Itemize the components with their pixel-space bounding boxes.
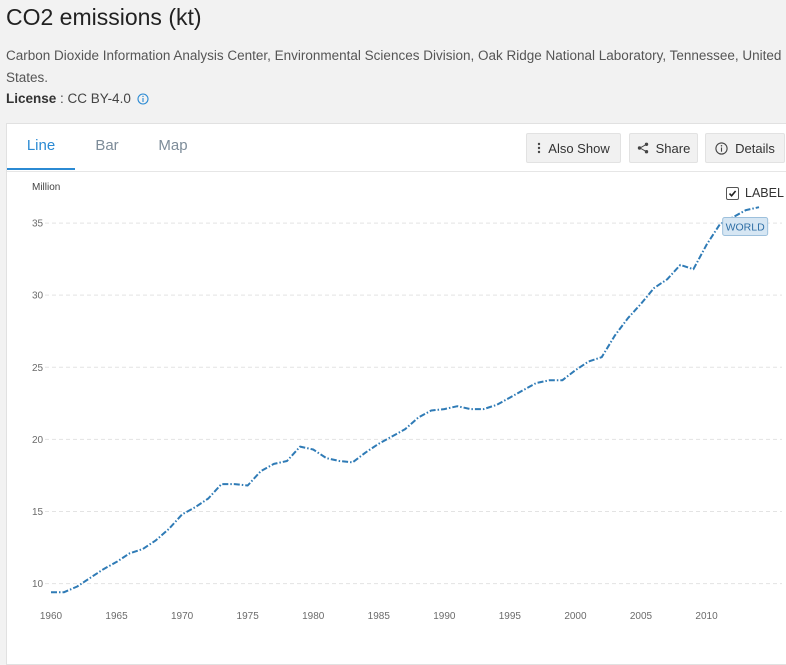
y-tick-label: 10 [32, 579, 44, 590]
license-label: License [6, 91, 57, 106]
x-tick-label: 1965 [105, 611, 128, 622]
license-separator: : [56, 91, 68, 106]
label-checkbox[interactable] [726, 186, 739, 200]
tab-line[interactable]: Line [7, 124, 75, 170]
info-circle-icon [715, 141, 728, 155]
info-icon[interactable] [137, 92, 149, 105]
series-line-world [51, 206, 760, 594]
y-tick-label: 35 [32, 219, 44, 230]
x-tick-label: 1960 [40, 611, 63, 622]
page-title: CO2 emissions (kt) [6, 4, 202, 30]
series-label: WORLD [726, 222, 766, 234]
license-value: CC BY-4.0 [67, 91, 131, 106]
chart-tabs: Line Bar Map Also Show Share Details [7, 124, 786, 172]
x-tick-label: 2000 [564, 611, 587, 622]
x-tick-label: 1975 [237, 611, 260, 622]
more-vertical-icon [538, 142, 541, 154]
x-tick-label: 1980 [302, 611, 325, 622]
label-toggle-text: LABEL [745, 186, 784, 200]
x-tick-label: 2005 [630, 611, 653, 622]
also-show-button[interactable]: Also Show [526, 133, 621, 163]
y-tick-label: 15 [32, 507, 44, 518]
also-show-label: Also Show [548, 140, 610, 156]
x-tick-label: 1985 [368, 611, 391, 622]
license-line: License : CC BY-4.0 [6, 91, 149, 106]
checkmark-icon [728, 189, 737, 197]
details-label: Details [735, 140, 775, 156]
details-button[interactable]: Details [705, 133, 785, 163]
share-icon [637, 142, 648, 154]
share-button[interactable]: Share [629, 133, 698, 163]
x-tick-label: 1990 [433, 611, 456, 622]
x-tick-label: 2010 [695, 611, 718, 622]
label-toggle[interactable]: LABEL [726, 186, 784, 200]
y-tick-label: 30 [32, 291, 44, 302]
series-label-box [722, 217, 769, 237]
x-tick-label: 1995 [499, 611, 522, 622]
tab-map[interactable]: Map [158, 137, 188, 154]
y-tick-label: 20 [32, 435, 44, 446]
chart-card: Line Bar Map Also Show Share Details [6, 123, 786, 665]
x-tick-label: 1970 [171, 611, 194, 622]
tab-bar[interactable]: Bar [95, 137, 119, 154]
source-text: Carbon Dioxide Information Analysis Cent… [6, 48, 782, 85]
share-label: Share [655, 140, 691, 156]
y-unit-label: Million [32, 182, 60, 193]
y-tick-label: 25 [32, 363, 44, 374]
